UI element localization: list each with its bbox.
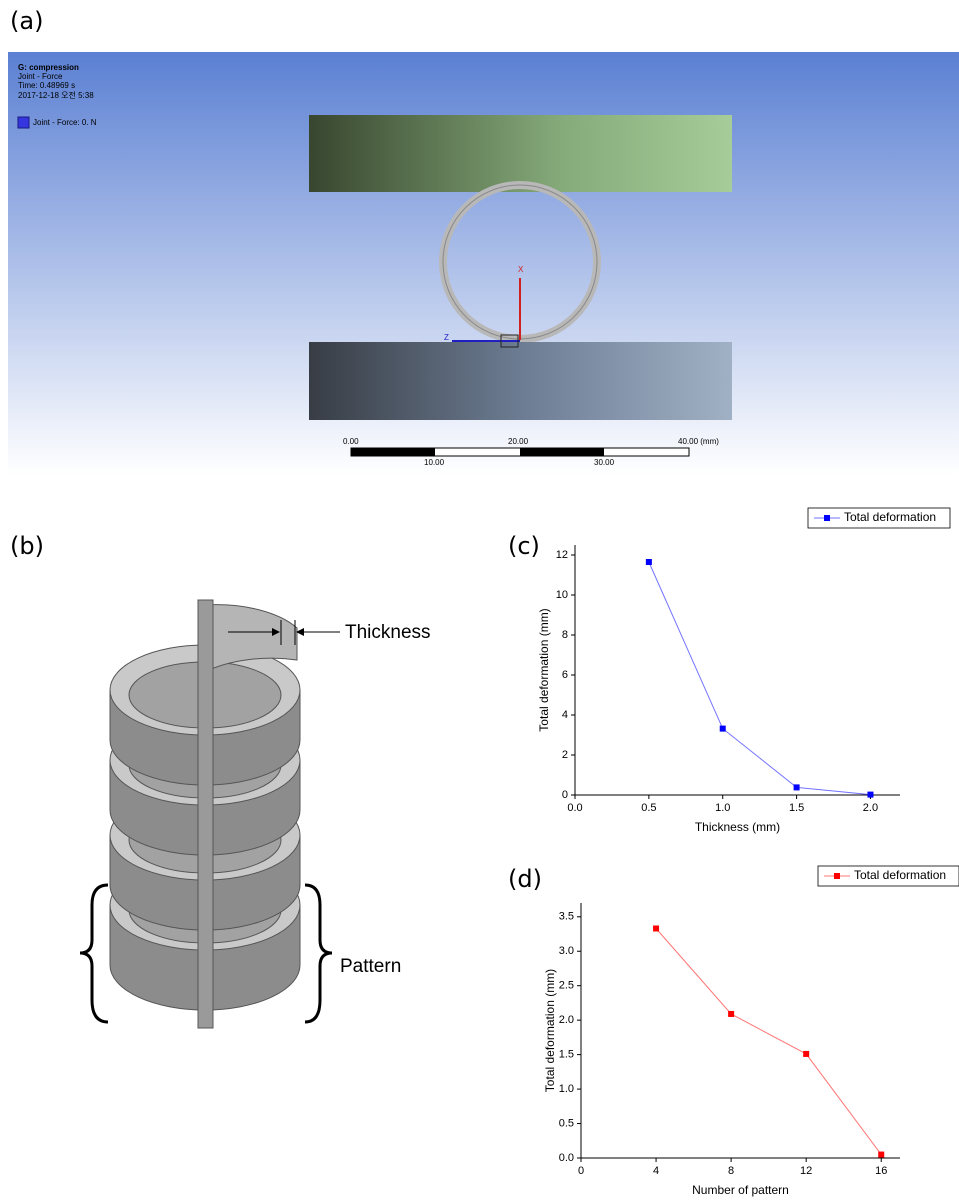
y-tick-label: 3.5	[559, 911, 574, 923]
y-tick-label: 12	[556, 549, 568, 561]
sim-info: Joint - Force	[18, 72, 63, 81]
panel-label: (a)	[10, 7, 43, 35]
x-tick-label: 0	[578, 1165, 584, 1177]
series-line	[656, 929, 881, 1155]
scale-label: 20.00	[508, 437, 529, 446]
point	[803, 1051, 809, 1057]
series-line	[649, 562, 871, 795]
y-tick-label: 1.0	[559, 1083, 574, 1095]
x-tick-label: 0.0	[567, 802, 582, 814]
x-tick-label: 1.5	[789, 802, 804, 814]
point	[653, 926, 659, 932]
x-tick-label: 2.0	[863, 802, 878, 814]
y-tick-label: 10	[556, 589, 568, 601]
page: {"panels": {"a": {"label": "(a)", "info"…	[0, 0, 959, 1199]
sim-info: 2017-12-18 오전 5:38	[18, 90, 94, 100]
scale-seg	[351, 448, 435, 456]
scale-label: 0.00	[343, 437, 359, 446]
legend-label: Total deformation	[844, 510, 936, 524]
thickness-label: Thickness	[345, 622, 431, 643]
x-tick-label: 0.5	[641, 802, 656, 814]
point	[878, 1152, 884, 1158]
y-tick-label: 3.0	[559, 945, 574, 957]
y-tick-label: 4	[562, 709, 568, 721]
point	[720, 726, 726, 732]
y-axis-title: Total deformation (mm)	[543, 969, 557, 1092]
legend-marker	[824, 515, 830, 521]
point	[794, 784, 800, 790]
scale-seg	[520, 448, 604, 456]
point	[867, 792, 873, 798]
y-tick-label: 0.5	[559, 1117, 574, 1129]
panel-label: (c)	[508, 532, 540, 560]
x-tick-label: 16	[875, 1165, 887, 1177]
panel-label: (d)	[508, 865, 542, 893]
point	[646, 559, 652, 565]
brace	[305, 885, 332, 1022]
y-tick-label: 0	[562, 789, 568, 801]
y-axis-title: Total deformation (mm)	[537, 608, 551, 731]
x-tick-label: 12	[800, 1165, 812, 1177]
legend-label: Total deformation	[854, 868, 946, 882]
scale-label: 10.00	[424, 458, 445, 467]
x-axis-title: Number of pattern	[692, 1183, 789, 1197]
sim-info: Time: 0.48969 s	[18, 81, 75, 90]
y-tick-label: 2	[562, 749, 568, 761]
y-tick-label: 1.5	[559, 1049, 574, 1061]
bottom-plate	[309, 342, 732, 420]
sim-legend: Joint - Force: 0. N	[33, 118, 97, 127]
top-plate	[309, 115, 732, 192]
panel-label: (b)	[10, 532, 44, 560]
legend-marker	[834, 873, 840, 879]
y-tick-label: 2.0	[559, 1014, 574, 1026]
y-tick-label: 6	[562, 669, 568, 681]
x-tick-label: 8	[728, 1165, 734, 1177]
scale-label: 30.00	[594, 458, 615, 467]
brace	[80, 885, 108, 1022]
axis-x-label: X	[518, 265, 524, 274]
x-axis-title: Thickness (mm)	[695, 820, 780, 834]
x-tick-label: 4	[653, 1165, 659, 1177]
figure: (a) G: compression Joint - Force Time: 0…	[0, 0, 959, 1199]
sim-info: G: compression	[18, 63, 79, 72]
y-tick-label: 8	[562, 629, 568, 641]
y-tick-label: 2.5	[559, 980, 574, 992]
sim-legend-swatch	[18, 117, 29, 128]
y-tick-label: 0.0	[559, 1152, 574, 1164]
axis-z-label: Z	[444, 333, 449, 342]
scale-label: 40.00 (mm)	[678, 437, 719, 446]
spring	[110, 600, 300, 1028]
x-tick-label: 1.0	[715, 802, 730, 814]
point	[728, 1011, 734, 1017]
pattern-label: Pattern	[340, 956, 401, 977]
